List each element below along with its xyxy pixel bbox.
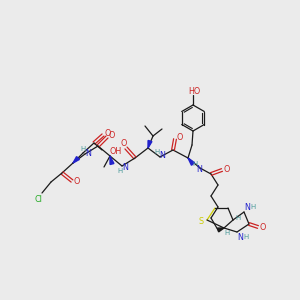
- Text: H: H: [154, 149, 160, 155]
- Text: N: N: [85, 148, 91, 158]
- Text: O: O: [177, 134, 183, 142]
- Text: O: O: [105, 128, 111, 137]
- Text: H: H: [250, 204, 256, 210]
- Polygon shape: [110, 156, 114, 164]
- Text: OH: OH: [110, 146, 122, 155]
- Polygon shape: [73, 157, 80, 163]
- Text: H: H: [80, 146, 86, 152]
- Text: H: H: [243, 234, 249, 240]
- Text: N: N: [122, 163, 128, 172]
- Text: O: O: [74, 178, 80, 187]
- Text: H: H: [236, 215, 241, 221]
- Polygon shape: [218, 228, 224, 232]
- Polygon shape: [148, 140, 152, 148]
- Text: N: N: [237, 232, 243, 242]
- Text: O: O: [260, 223, 266, 232]
- Text: O: O: [109, 131, 115, 140]
- Text: Cl: Cl: [34, 194, 42, 203]
- Text: H: H: [224, 230, 230, 236]
- Text: H: H: [117, 168, 123, 174]
- Text: S: S: [198, 217, 204, 226]
- Text: O: O: [224, 166, 230, 175]
- Text: N: N: [244, 202, 250, 211]
- Text: N: N: [159, 152, 165, 160]
- Polygon shape: [188, 158, 194, 165]
- Text: O: O: [121, 140, 127, 148]
- Text: N: N: [196, 164, 202, 173]
- Text: H: H: [192, 161, 198, 167]
- Text: HO: HO: [188, 86, 200, 95]
